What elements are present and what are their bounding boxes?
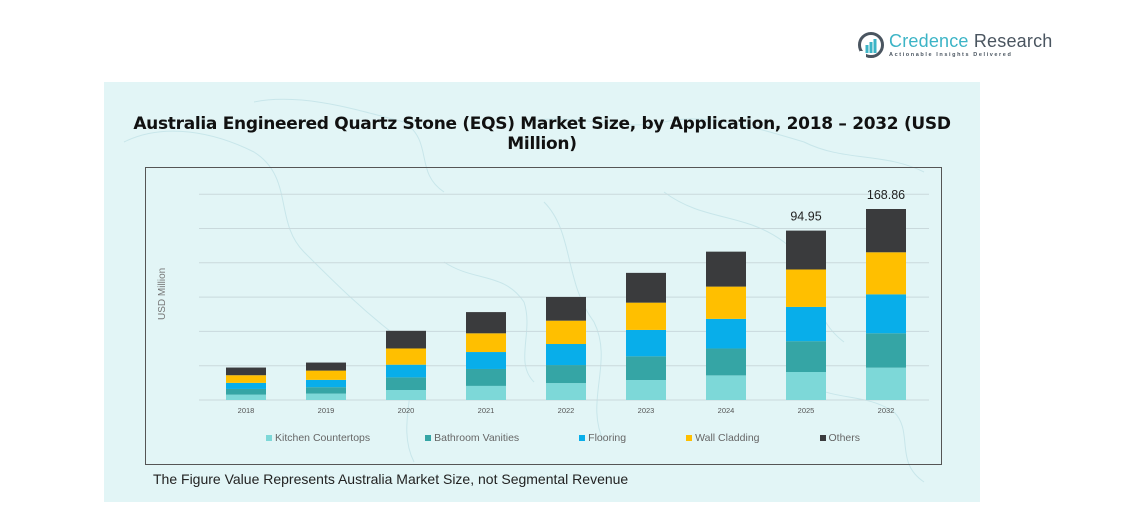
bar-segment-wall-cladding-2020: [386, 348, 426, 365]
bar-segment-flooring-2020: [386, 364, 426, 378]
bar-segment-bathroom-vanities-2024: [706, 348, 746, 376]
x-tick-label: 2023: [638, 406, 655, 415]
bar-segment-flooring-2032: [866, 294, 906, 334]
bar-segment-bathroom-vanities-2025: [786, 341, 826, 373]
bar-segment-flooring-2021: [466, 352, 506, 369]
legend-label: Bathroom Vanities: [434, 432, 520, 444]
legend-swatch: [819, 435, 826, 441]
legend-label: Kitchen Countertops: [275, 432, 371, 444]
bar-segment-flooring-2022: [546, 344, 586, 366]
data-label-2032: 168.86: [867, 188, 905, 202]
chart-title: Australia Engineered Quartz Stone (EQS) …: [133, 114, 951, 154]
legend-item-bathroom-vanities: Bathroom Vanities: [425, 432, 519, 444]
bar-segment-kitchen-countertops-2021: [466, 385, 506, 400]
x-tick-label: 2025: [798, 406, 815, 415]
legend-swatch: [686, 435, 693, 441]
legend-item-flooring: Flooring: [579, 432, 626, 444]
x-tick-label: 2019: [318, 406, 335, 415]
legend-item-wall-cladding: Wall Cladding: [686, 432, 760, 444]
bar-segment-flooring-2019: [306, 379, 346, 388]
legend-swatch: [266, 435, 272, 441]
bar-segment-kitchen-countertops-2023: [626, 380, 666, 400]
bar-segment-bathroom-vanities-2032: [866, 333, 906, 368]
bar-segment-others-2019: [306, 362, 346, 371]
bar-segment-kitchen-countertops-2025: [786, 372, 826, 400]
bar-segment-wall-cladding-2025: [786, 269, 826, 307]
brand-tagline: Actionable Insights Delivered: [889, 51, 1013, 58]
bar-segment-others-2018: [226, 367, 266, 376]
bar-segment-flooring-2023: [626, 329, 666, 357]
bar-segment-others-2032: [866, 209, 906, 253]
bar-segment-kitchen-countertops-2019: [306, 393, 346, 400]
bar-segment-others-2022: [546, 296, 586, 321]
bar-segment-wall-cladding-2032: [866, 252, 906, 295]
stacked-bar-plot: 2018 2019 2020 2021 2022 2023 2024 2025 94.95 203…: [199, 188, 929, 415]
bar-segment-others-2023: [626, 272, 666, 303]
bar-segment-bathroom-vanities-2023: [626, 356, 666, 381]
bar-segment-flooring-2025: [786, 306, 826, 342]
data-label-2025: 94.95: [790, 210, 821, 224]
brand-logo: Credence Research Actionable Insights De…: [857, 29, 1053, 61]
bar-segment-flooring-2018: [226, 382, 266, 389]
legend-swatch: [579, 435, 586, 441]
bar-chart-circle-icon: [857, 31, 885, 59]
legend-label: Others: [828, 432, 861, 444]
bar-segment-bathroom-vanities-2021: [466, 368, 506, 386]
footnote: The Figure Value Represents Australia Ma…: [153, 471, 629, 487]
legend-item-others: Others: [819, 432, 861, 444]
legend-label: Flooring: [588, 432, 627, 444]
x-tick-label: 2024: [718, 406, 735, 415]
legend-swatch: [425, 435, 432, 441]
x-tick-label: 2032: [878, 406, 895, 415]
bar-segment-kitchen-countertops-2020: [386, 390, 426, 400]
legend-label: Wall Cladding: [695, 432, 760, 444]
chart-panel: Australia Engineered Quartz Stone (EQS) …: [104, 82, 980, 502]
x-tick-label: 2021: [478, 406, 495, 415]
bar-segment-wall-cladding-2023: [626, 302, 666, 330]
bar-segment-wall-cladding-2019: [306, 370, 346, 380]
chart-legend: Kitchen Countertops Bathroom Vanities Floo…: [266, 432, 860, 444]
chart-frame: [145, 167, 942, 465]
bar-segment-kitchen-countertops-2032: [866, 367, 906, 400]
x-tick-label: 2020: [398, 406, 415, 415]
brand-name-part1: Credence: [889, 30, 969, 51]
bar-segment-bathroom-vanities-2020: [386, 377, 426, 391]
brand-name-part2: Research: [973, 30, 1053, 51]
bar-segment-wall-cladding-2018: [226, 375, 266, 383]
bar-segment-wall-cladding-2022: [546, 320, 586, 345]
bar-segment-others-2021: [466, 312, 506, 334]
bar-segment-bathroom-vanities-2019: [306, 387, 346, 394]
bar-segment-flooring-2024: [706, 318, 746, 349]
bar-segment-kitchen-countertops-2018: [226, 394, 266, 400]
x-tick-label: 2022: [558, 406, 575, 415]
bar-segment-others-2024: [706, 251, 746, 287]
bar-segment-wall-cladding-2024: [706, 286, 746, 319]
legend-item-kitchen-countertops: Kitchen Countertops: [266, 432, 370, 444]
bar-segment-bathroom-vanities-2022: [546, 365, 586, 384]
x-tick-label: 2018: [238, 406, 255, 415]
bar-segment-kitchen-countertops-2024: [706, 375, 746, 400]
bar-segment-kitchen-countertops-2022: [546, 383, 586, 400]
bar-segment-wall-cladding-2021: [466, 333, 506, 353]
bar-segment-bathroom-vanities-2018: [226, 388, 266, 395]
bar-segment-others-2025: [786, 230, 826, 270]
bar-segment-others-2020: [386, 330, 426, 349]
